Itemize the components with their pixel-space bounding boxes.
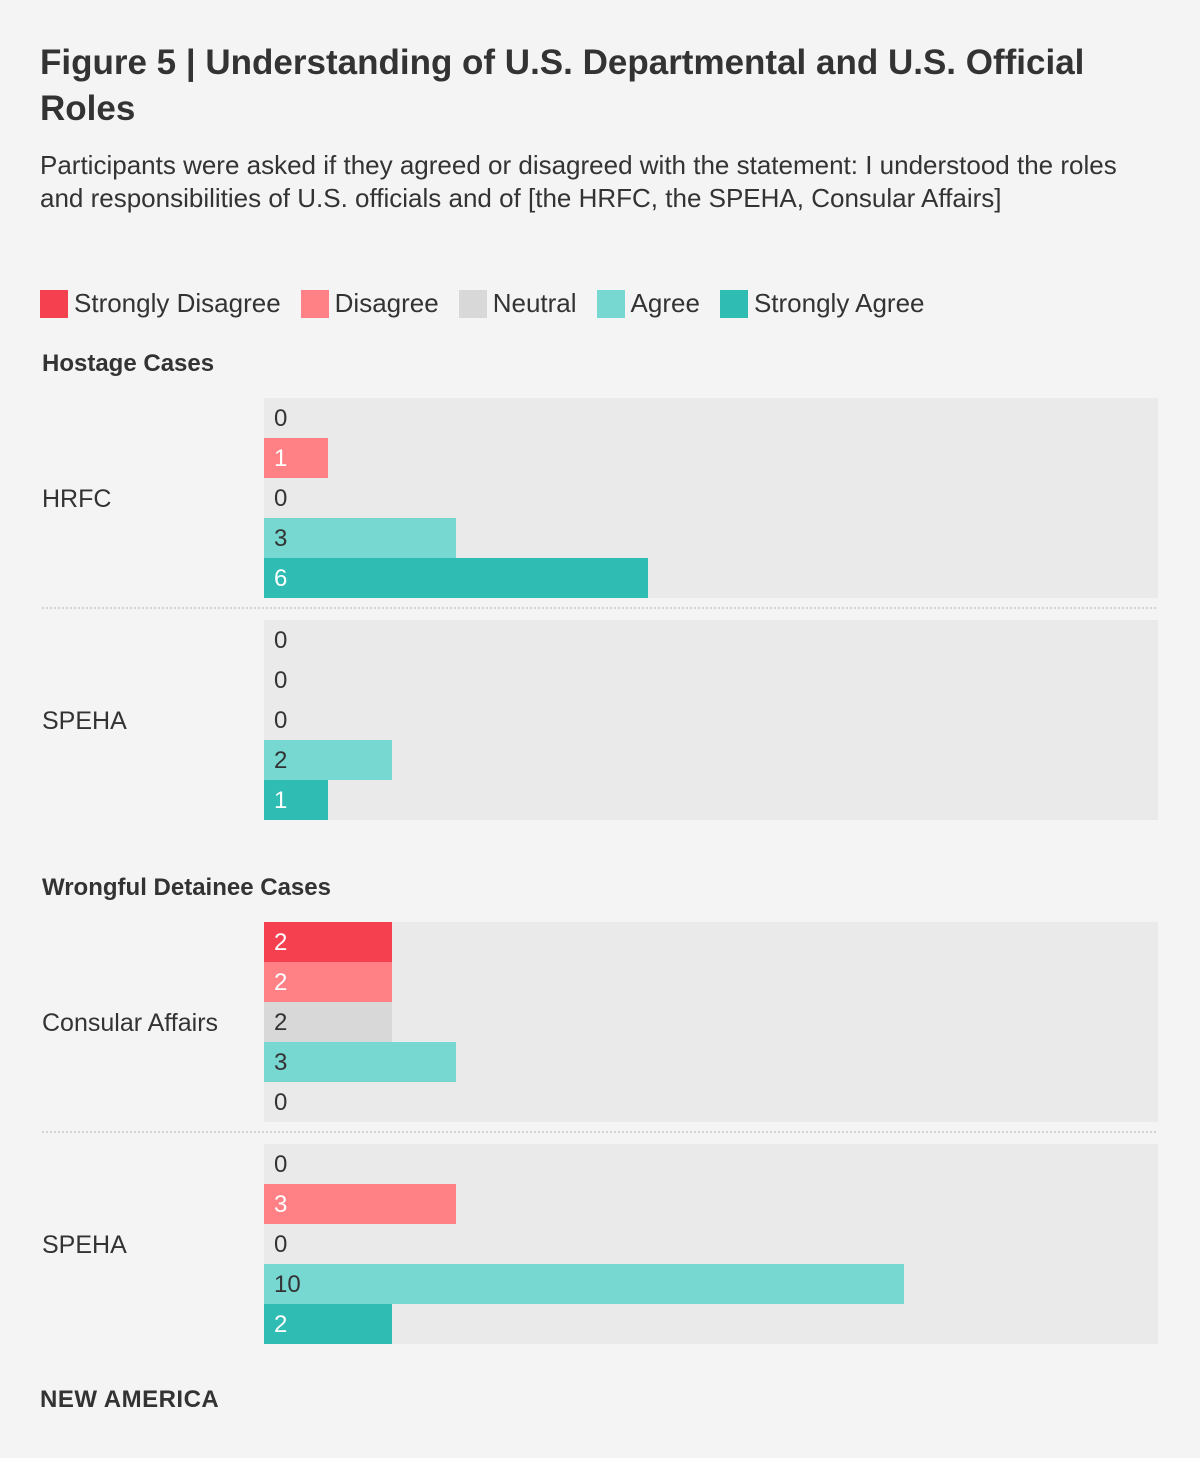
legend-item-disagree: Disagree: [300, 288, 439, 319]
bar: [264, 558, 648, 598]
bar: [264, 1042, 456, 1082]
bar-value-label: 3: [274, 1191, 287, 1218]
bar-value-label: 0: [274, 707, 287, 734]
group-label: SPEHA: [42, 1231, 127, 1259]
bar: [264, 518, 456, 558]
bar-value-label: 0: [274, 405, 287, 432]
legend-item-neutral: Neutral: [458, 288, 577, 319]
bar-value-label: 3: [274, 525, 287, 552]
bar: [264, 1304, 392, 1344]
legend-swatch: [458, 289, 487, 318]
legend-swatch: [40, 289, 68, 318]
bar-value-label: 0: [274, 485, 287, 512]
legend-item-agree: Agree: [596, 288, 700, 319]
legend-label: Agree: [630, 288, 700, 318]
legend-label: Strongly Agree: [753, 288, 925, 318]
legend-swatch: [719, 289, 748, 318]
bar-value-label: 1: [274, 787, 287, 814]
chart-subtitle: Participants were asked if they agreed o…: [40, 150, 1117, 213]
bar: [264, 1002, 392, 1042]
legend-label: Neutral: [492, 288, 577, 318]
bar: [264, 438, 328, 478]
bar-value-label: 2: [274, 1311, 287, 1338]
bar-value-label: 1: [274, 445, 287, 472]
group-background: [264, 620, 1158, 820]
group-label: HRFC: [42, 485, 111, 513]
legend-label: Disagree: [334, 288, 439, 318]
section-title-hostage: Hostage Cases: [42, 350, 215, 377]
bar-value-label: 2: [274, 929, 287, 956]
legend-swatch: [596, 289, 625, 318]
chart-title: Figure 5 | Understanding of U.S. Departm…: [40, 43, 1085, 128]
group-background: [264, 1144, 1158, 1344]
bar: [264, 740, 392, 780]
bar-value-label: 3: [274, 1049, 287, 1076]
group-background: [264, 922, 1158, 1122]
bar-value-label: 10: [274, 1271, 301, 1298]
bar-value-label: 2: [274, 747, 287, 774]
legend-label: Strongly Disagree: [74, 288, 281, 318]
bar: [264, 1264, 904, 1304]
bar: [264, 922, 392, 962]
bar: [264, 780, 328, 820]
bar-value-label: 2: [274, 969, 287, 996]
group-label: SPEHA: [42, 707, 127, 735]
bar-value-label: 0: [274, 1089, 287, 1116]
bar-value-label: 2: [274, 1009, 287, 1036]
legend: Strongly Disagree Disagree Neutral Agree…: [40, 288, 945, 319]
section-title-wrongful-detainee: Wrongful Detainee Cases: [42, 874, 331, 901]
bar-value-label: 0: [274, 667, 287, 694]
bar-value-label: 0: [274, 1151, 287, 1178]
bar-value-label: 0: [274, 1231, 287, 1258]
bar: [264, 962, 392, 1002]
group-label: Consular Affairs: [42, 1009, 218, 1037]
legend-item-strongly-disagree: Strongly Disagree: [40, 288, 281, 319]
legend-item-strongly-agree: Strongly Agree: [719, 288, 925, 319]
legend-swatch: [300, 289, 329, 318]
footer-brand: NEW AMERICA: [40, 1386, 220, 1413]
bar-value-label: 6: [274, 565, 287, 592]
bar: [264, 1184, 456, 1224]
bar-value-label: 0: [274, 627, 287, 654]
